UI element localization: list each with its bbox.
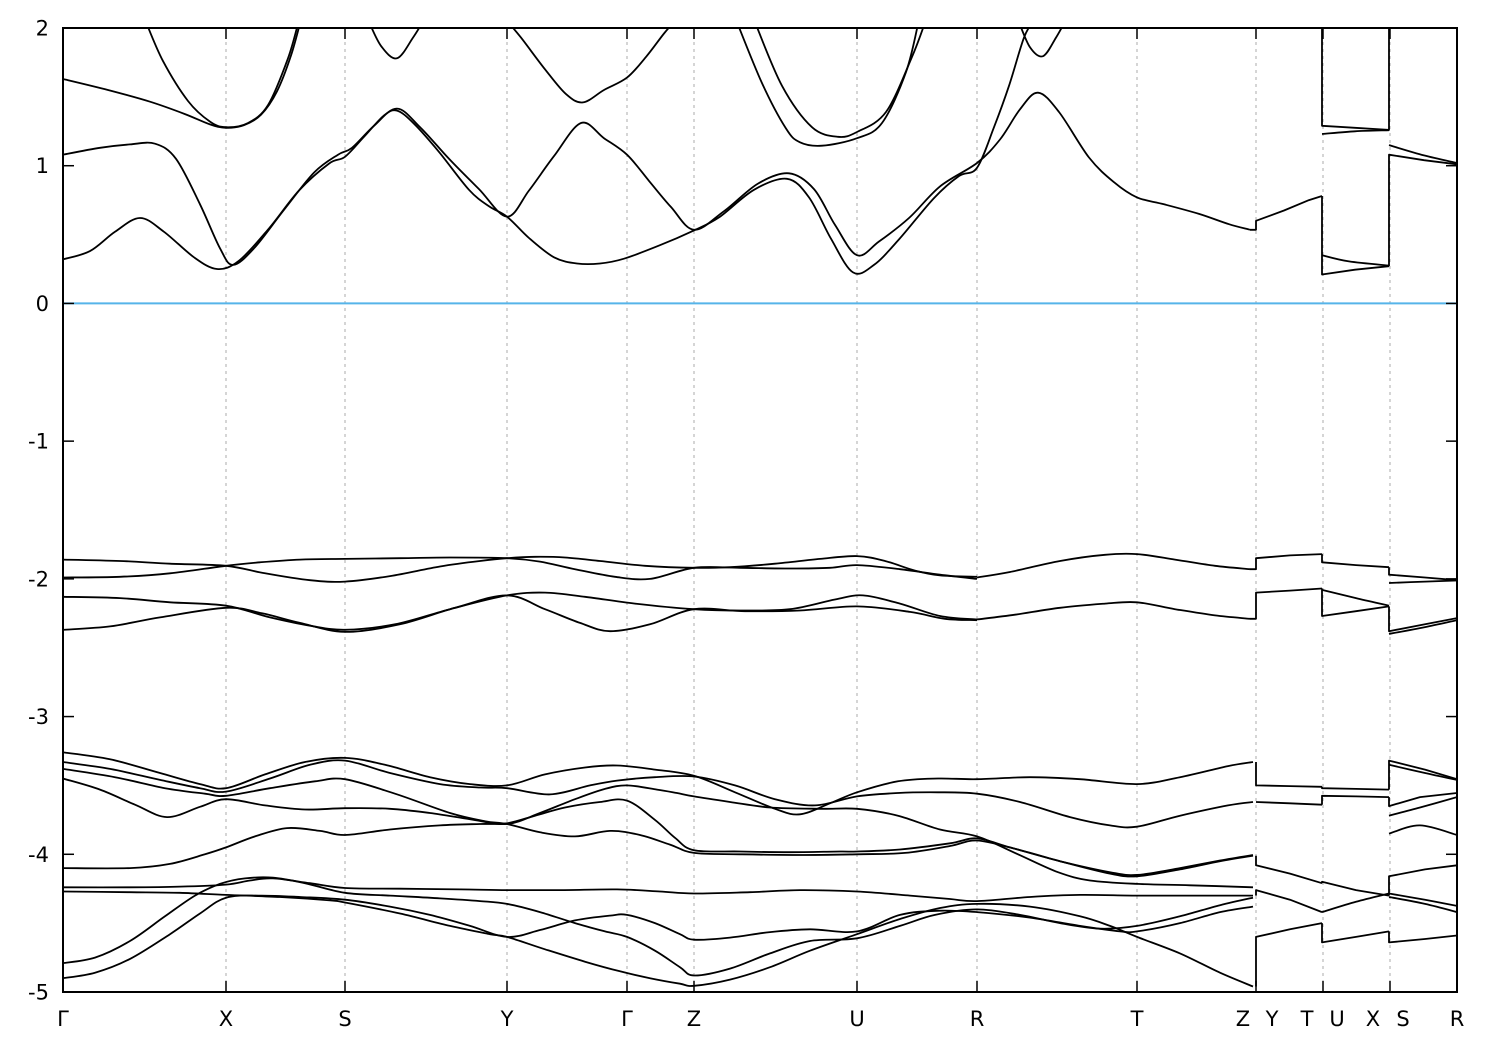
band-valence-deep: [1255, 889, 1323, 913]
band-valence-deep: [63, 894, 1254, 980]
x-tick-label: Γ: [57, 1007, 69, 1031]
band-valence-deep: [1388, 796, 1457, 817]
band-valence-deep: [1388, 763, 1457, 781]
x-tick-label: X: [1366, 1007, 1380, 1031]
gridlines: [225, 28, 1391, 992]
y-tick-label: -3: [28, 705, 49, 729]
y-tick-label: 0: [36, 292, 49, 316]
y-tick-label: -5: [28, 981, 49, 1005]
band-valence-deep: [63, 751, 1254, 816]
band-valence-upper: [1388, 606, 1457, 633]
band-valence-upper: [1250, 587, 1323, 620]
band-valence-upper: [1388, 619, 1457, 635]
x-tick-label: T: [1300, 1007, 1314, 1031]
band-conduction: [370, 28, 421, 60]
band-valence-deep: [1388, 824, 1457, 836]
band-conduction: [63, 28, 300, 129]
plot-border: [62, 27, 1458, 993]
band-valence-deep: [1388, 792, 1457, 807]
band-valence-deep: [1388, 864, 1457, 896]
y-tick-label: -2: [28, 567, 49, 591]
band-valence-upper: [976, 601, 1251, 621]
band-conduction: [1321, 196, 1390, 276]
band-valence-deep: [1388, 759, 1457, 790]
band-valence-deep: [1321, 923, 1390, 944]
band-valence-deep: [1321, 892, 1390, 913]
y-tick-label: -1: [28, 430, 49, 454]
band-valence-upper: [976, 552, 1251, 579]
band-conduction: [1020, 28, 1063, 58]
y-tick-label: 1: [36, 154, 49, 178]
band-conduction: [756, 28, 925, 138]
band-conduction: [1250, 195, 1323, 231]
band-valence-upper: [1321, 588, 1390, 617]
band-valence-deep: [1321, 786, 1390, 791]
x-tick-label: U: [1329, 1007, 1344, 1031]
band-valence-deep: [1255, 762, 1323, 788]
band-valence-upper: [63, 555, 978, 583]
band-valence-deep: [1321, 794, 1390, 805]
band-valence-deep: [63, 890, 1254, 988]
x-tick-label: R: [970, 1007, 985, 1031]
band-conduction: [511, 28, 670, 104]
band-valence-upper: [1321, 554, 1390, 569]
band-conduction: [1388, 153, 1457, 267]
band-valence-upper: [1250, 553, 1323, 571]
band-valence-deep: [63, 777, 1254, 889]
band-valence-upper: [63, 594, 978, 633]
band-conduction: [1321, 28, 1390, 131]
x-tick-label: U: [849, 1007, 864, 1031]
band-valence-deep: [1388, 892, 1457, 907]
x-tick-label: Z: [1236, 1007, 1250, 1031]
band-valence-deep: [63, 798, 1254, 876]
x-tick-label: Y: [1265, 1007, 1279, 1031]
y-tick-labels: 2 1 0 -1 -2 -3 -4 -5: [28, 17, 49, 1005]
band-conduction: [1388, 144, 1457, 164]
band-valence-deep: [63, 759, 1254, 829]
band-conduction: [738, 28, 919, 147]
x-tick-label: Γ: [621, 1007, 633, 1031]
band-valence-deep: [1388, 931, 1457, 944]
band-valence-deep: [1255, 855, 1323, 885]
band-valence-upper: [63, 556, 978, 581]
y-tick-label: -4: [28, 843, 49, 867]
band-conduction: [1321, 254, 1390, 267]
band-valence-deep: [1321, 880, 1390, 897]
x-tick-label: Z: [687, 1007, 701, 1031]
band-conduction: [147, 28, 298, 129]
x-tick-label: X: [219, 1007, 233, 1031]
tick-marks: [62, 27, 1458, 993]
band-valence-deep: [1255, 801, 1323, 806]
band-conduction: [63, 91, 1251, 266]
y-tick-label: 2: [36, 17, 49, 41]
band-valence-deep: [63, 877, 1253, 903]
band-valence-upper: [1388, 567, 1457, 582]
bands: [63, 28, 1457, 988]
x-tick-label: S: [1396, 1007, 1409, 1031]
x-tick-label: S: [338, 1007, 351, 1031]
band-valence-upper: [1321, 589, 1390, 607]
x-tick-label: R: [1450, 1007, 1465, 1031]
band-valence-deep: [1255, 922, 1323, 987]
x-tick-label: Y: [500, 1007, 514, 1031]
band-conduction: [1321, 129, 1390, 135]
band-valence-upper: [1388, 579, 1457, 584]
band-conduction: [63, 28, 1030, 275]
band-valence-deep: [1388, 896, 1457, 913]
x-tick-label: T: [1130, 1007, 1144, 1031]
